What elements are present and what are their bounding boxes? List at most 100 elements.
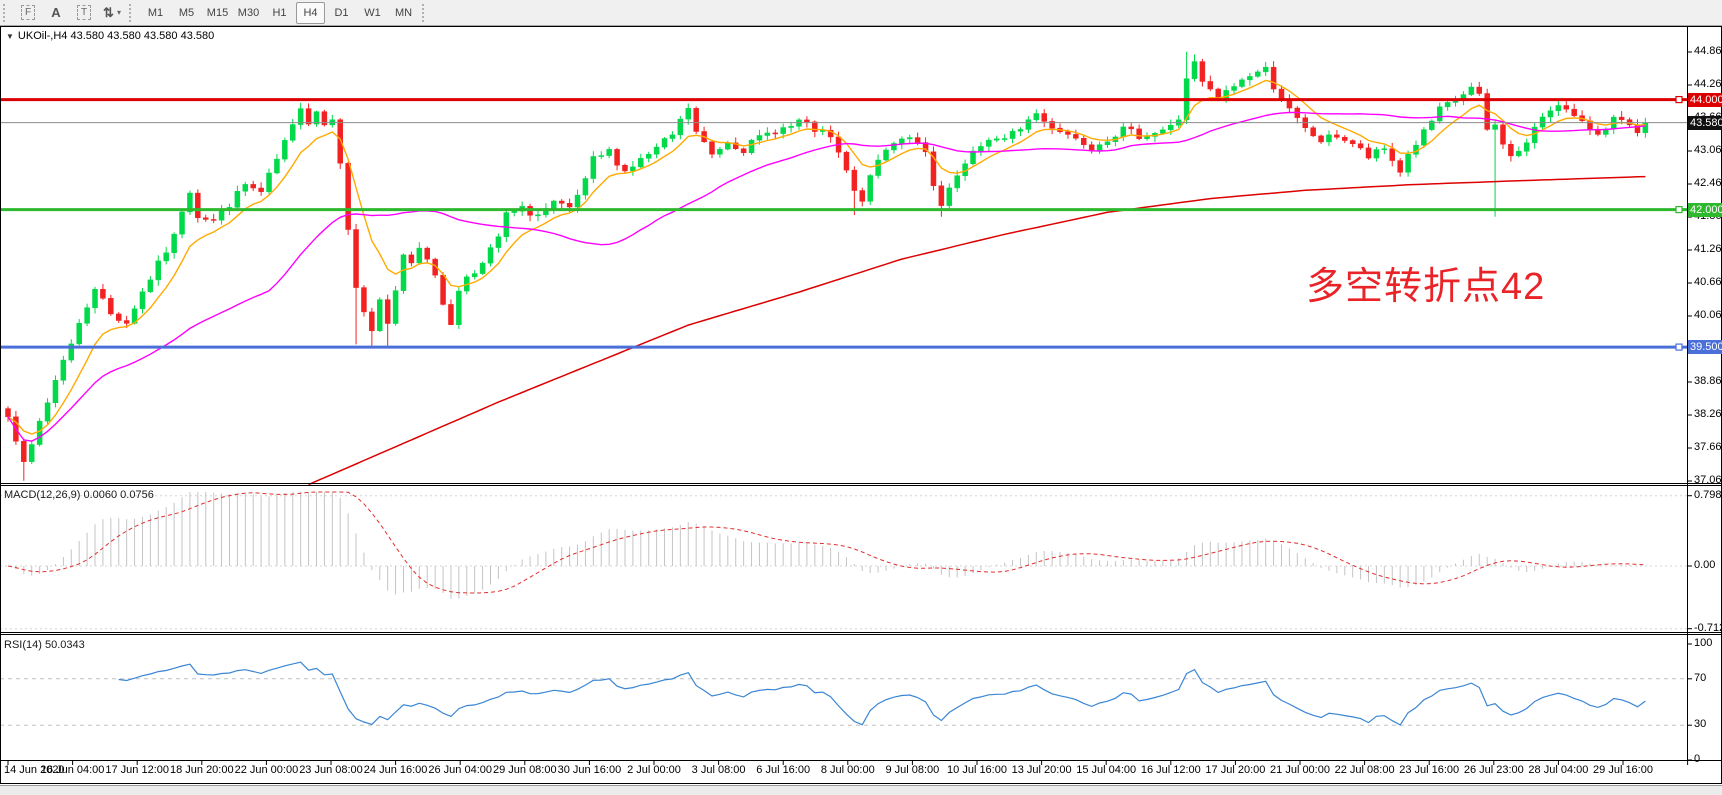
candle <box>305 108 312 125</box>
candle <box>614 149 620 166</box>
candle <box>1365 147 1372 159</box>
candle <box>1436 106 1443 122</box>
candle <box>1373 149 1380 159</box>
candle <box>906 137 913 140</box>
candle <box>163 252 169 262</box>
candle <box>440 274 446 305</box>
candle <box>1516 151 1522 157</box>
candle <box>574 194 581 208</box>
cursor-a-icon[interactable]: A <box>51 5 61 20</box>
candle <box>709 141 715 155</box>
hline-handle[interactable] <box>1675 205 1683 214</box>
candle <box>978 146 984 152</box>
ma-medium-line <box>7 111 1646 442</box>
candle <box>725 142 731 150</box>
timeframe-m15-button[interactable]: M15 <box>206 6 229 19</box>
candle <box>1033 113 1040 121</box>
hline-handle[interactable] <box>1675 343 1683 351</box>
toolbar-grip[interactable] <box>3 3 9 22</box>
candle <box>290 124 296 141</box>
candle <box>139 291 146 310</box>
candle <box>899 138 905 144</box>
candle <box>1231 86 1237 91</box>
candle <box>994 138 1000 141</box>
dashed-box-f-icon[interactable]: F <box>16 2 40 24</box>
candle <box>946 187 953 206</box>
candle <box>1199 61 1206 82</box>
candle <box>321 111 328 126</box>
candle <box>203 217 209 220</box>
candle <box>266 172 272 192</box>
candle <box>732 142 739 149</box>
candle <box>377 299 383 332</box>
candle <box>345 162 351 230</box>
timeframe-m30-button[interactable]: M30 <box>237 6 260 19</box>
candle <box>400 254 407 291</box>
candle <box>210 219 217 221</box>
candle <box>1563 105 1570 110</box>
candle <box>693 108 699 132</box>
dropdown-caret-icon[interactable]: ▾ <box>116 8 121 17</box>
candle <box>456 290 462 325</box>
candle <box>384 299 391 324</box>
candle <box>1286 99 1293 109</box>
candle <box>147 279 154 293</box>
candle <box>551 200 557 209</box>
toolbar-separator <box>129 3 135 22</box>
timeframe-mn-button[interactable]: MN <box>394 6 413 19</box>
candle <box>155 260 162 281</box>
candle <box>883 149 889 161</box>
candle <box>598 155 604 157</box>
arrows-icon[interactable]: ⇅ ▾ <box>103 4 121 20</box>
candle <box>108 298 114 315</box>
candle <box>416 247 423 264</box>
timeframe-d1-button[interactable]: D1 <box>334 6 349 19</box>
candle <box>187 192 193 213</box>
candle <box>645 153 652 159</box>
timeframe-h1-button[interactable]: H1 <box>272 6 287 19</box>
timeframe-h4-button[interactable]: H4 <box>296 1 325 24</box>
candle <box>638 158 644 168</box>
candle <box>1136 128 1142 139</box>
candle <box>1555 105 1562 112</box>
candle <box>479 262 486 274</box>
candle <box>52 380 59 404</box>
timeframe-m5-button[interactable]: M5 <box>178 6 195 19</box>
candle <box>60 359 67 381</box>
candle <box>258 187 264 192</box>
candle <box>764 132 771 136</box>
toolbar-separator-2 <box>422 3 428 22</box>
candle <box>1270 66 1277 90</box>
candle <box>780 127 786 134</box>
candle <box>1207 81 1214 90</box>
text-box-icon[interactable]: T <box>72 2 96 24</box>
window-bottom-edge <box>0 785 1722 795</box>
candle <box>1239 79 1245 87</box>
candle <box>100 288 106 299</box>
candle <box>408 254 415 264</box>
candle <box>1381 148 1388 150</box>
candle <box>685 108 692 120</box>
candle <box>1444 102 1451 108</box>
candle <box>424 247 430 260</box>
candle <box>740 148 747 153</box>
candle <box>1618 116 1625 120</box>
candle <box>1547 110 1554 118</box>
candle <box>1128 126 1134 130</box>
candle <box>1144 136 1150 139</box>
candle <box>1334 134 1340 138</box>
timeframe-w1-button[interactable]: W1 <box>364 6 381 19</box>
timeframe-m1-button[interactable]: M1 <box>147 6 164 19</box>
candle <box>1009 130 1016 139</box>
candle <box>922 142 929 153</box>
candle <box>195 192 201 218</box>
candle <box>369 311 375 332</box>
candle <box>1081 137 1087 145</box>
hline-handle[interactable] <box>1675 95 1683 104</box>
candle <box>234 191 241 208</box>
candle <box>313 111 320 125</box>
candle <box>84 307 90 324</box>
candle <box>1223 90 1229 100</box>
candle <box>1262 66 1269 73</box>
